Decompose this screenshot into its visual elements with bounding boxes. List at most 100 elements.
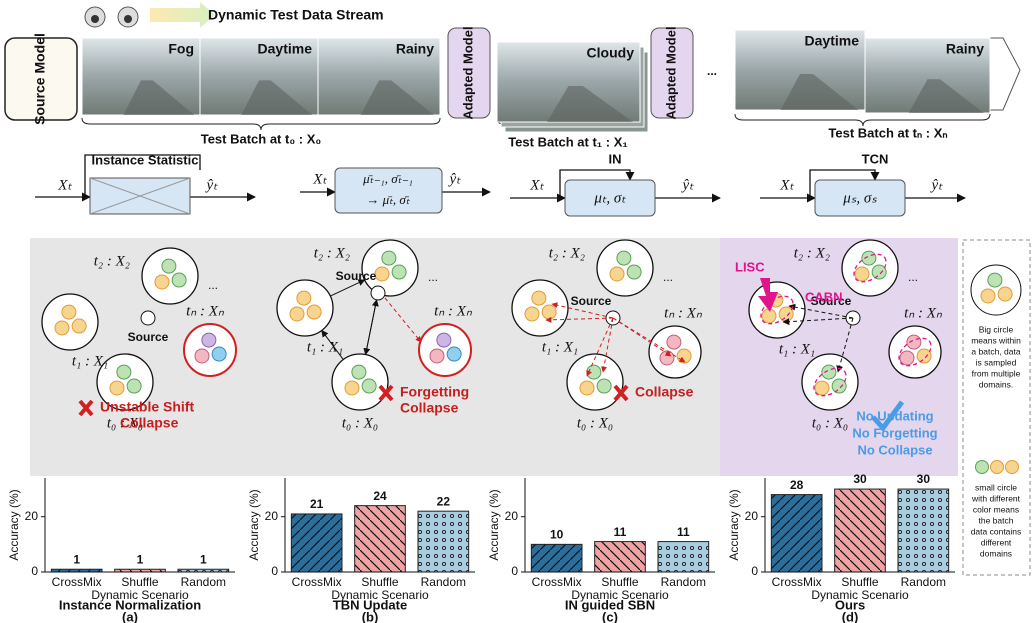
batch-circle [597, 240, 653, 296]
domain-dot [352, 365, 366, 379]
domain-dot [832, 379, 846, 393]
x-tick-label: Random [901, 575, 946, 589]
batch-circle [142, 248, 198, 304]
legend-text: data contains [971, 526, 1022, 536]
claim: No Collapse [857, 442, 932, 457]
adapted-model-label: Adapted Model [460, 26, 475, 119]
legend-text: the batch [979, 515, 1014, 525]
x-tick-label: Random [421, 575, 466, 589]
x-tick-label: Shuffle [361, 575, 398, 589]
domain-dot [998, 287, 1012, 301]
chart-label: (a) [122, 609, 138, 623]
domain-dot [627, 265, 641, 279]
frame-label: Daytime [805, 33, 860, 49]
value-label: 11 [614, 525, 627, 539]
domain-dot [430, 349, 444, 363]
domain-dot [212, 347, 226, 361]
batch-circle [889, 326, 941, 378]
block-title: IN [609, 151, 622, 166]
domain-dot [202, 333, 216, 347]
bar [291, 514, 342, 572]
batch-label: Test Batch at t₁ : X₁ [508, 134, 628, 149]
source-label: Source [336, 269, 377, 283]
block-text: → μ̄ₜ, σ̄ₜ [366, 192, 411, 207]
bar [771, 495, 822, 572]
camera-icons [85, 7, 138, 27]
y-tick-label: 0 [511, 564, 518, 578]
cabn-label: CABN [805, 289, 843, 304]
batch-circle [184, 324, 236, 376]
y-axis-label: Accuracy (%) [247, 489, 261, 560]
batch-label: t₂ : X₂ [94, 253, 130, 269]
domain-dot [667, 335, 681, 349]
domain-dot [155, 275, 169, 289]
ellipsis: ... [208, 278, 218, 292]
bar [531, 544, 582, 572]
frame-label: Fog [168, 41, 194, 57]
charts: Accuracy (%)0201CrossMix1Shuffle1RandomD… [7, 472, 955, 623]
batch-circle [42, 294, 98, 350]
value-label: 30 [917, 472, 931, 486]
domain-dot [525, 307, 539, 321]
batch-label: t₁ : X₁ [72, 353, 108, 369]
batch-label: tₙ : Xₙ [664, 305, 703, 321]
claim: No Updating [856, 408, 933, 423]
domain-dot [72, 319, 86, 333]
batch-label: tₙ : Xₙ [434, 303, 473, 319]
legend-dot [991, 461, 1004, 474]
domain-dot [917, 349, 931, 363]
x-tick-label: CrossMix [772, 575, 822, 589]
ellipsis: ... [707, 64, 717, 78]
source-node [371, 286, 385, 300]
output-label: ŷₜ [680, 177, 694, 193]
batch-label: t₁ : X₁ [542, 339, 578, 355]
domain-dot [447, 347, 461, 361]
legend-text: from multiple [972, 368, 1021, 378]
domain-dot [307, 305, 321, 319]
value-label: 10 [550, 528, 564, 542]
y-tick-label: 20 [745, 509, 759, 523]
frame-label: Rainy [396, 41, 434, 57]
adapted-model-label: Adapted Model [663, 26, 678, 119]
lisc-label: LISC [735, 259, 765, 274]
output-label: ŷₜ [929, 177, 943, 193]
domain-dot [900, 351, 914, 365]
y-tick-label: 0 [751, 564, 758, 578]
brace [735, 114, 990, 126]
frame-label: Rainy [946, 41, 984, 57]
domain-dot [162, 259, 176, 273]
stream-title: Dynamic Test Data Stream [208, 7, 384, 23]
batch-label: Test Batch at tₙ : Xₙ [828, 125, 947, 140]
legend-text: is sampled [976, 357, 1017, 367]
domain-dot [779, 307, 793, 321]
legend-text: color means [973, 504, 1019, 514]
bar [835, 489, 886, 572]
y-axis-label: Accuracy (%) [727, 489, 741, 560]
batch-circle [802, 354, 858, 410]
domain-dot [392, 265, 406, 279]
domain-dot [290, 307, 304, 321]
domain-dot [862, 251, 876, 265]
block-text: μₜ, σₜ [593, 190, 626, 206]
x-tick-label: Shuffle [841, 575, 878, 589]
domain-dot [297, 291, 311, 305]
legend-text: domains [980, 548, 1012, 558]
block-title: TCN [862, 151, 889, 166]
domain-dot [907, 335, 921, 349]
y-axis-label: Accuracy (%) [487, 489, 501, 560]
failure-label: Collapse [400, 400, 459, 416]
batch-label: t₀ : X₀ [812, 415, 848, 431]
bar [595, 542, 646, 572]
input-label: Xₜ [57, 177, 72, 193]
domain-dot [610, 267, 624, 281]
domain-dot [617, 251, 631, 265]
batch-label: Test Batch at t₀ : X₀ [201, 131, 322, 146]
domain-dot [815, 381, 829, 395]
failure-label: Collapse [120, 415, 179, 431]
block-title: Instance Statistic [92, 152, 199, 167]
batch-label: t₁ : X₁ [779, 341, 815, 357]
domain-dot [375, 267, 389, 281]
domain-dot [127, 379, 141, 393]
legend-text: different [981, 537, 1012, 547]
brace [82, 118, 440, 130]
